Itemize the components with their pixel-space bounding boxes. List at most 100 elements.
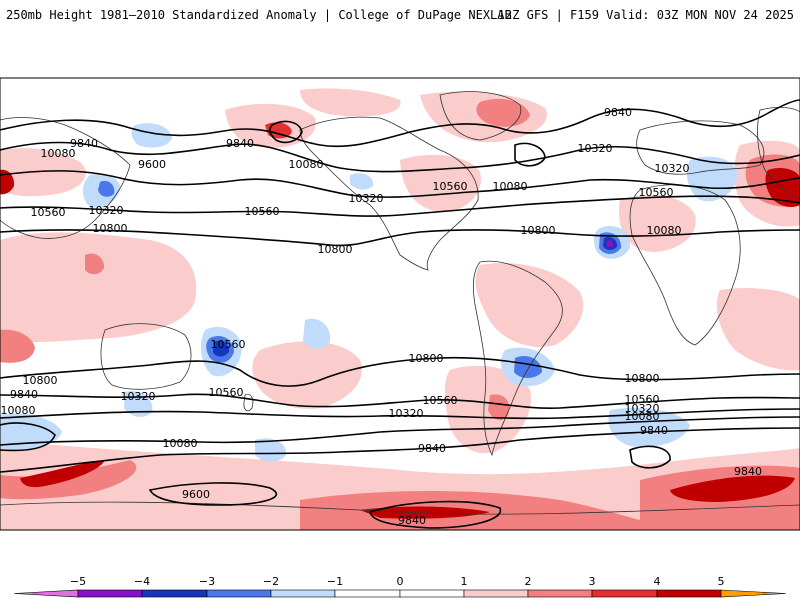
contour-label: 10320 xyxy=(89,204,124,217)
anomaly-area xyxy=(255,438,287,462)
coastline-africa xyxy=(629,184,741,346)
anomaly-shading xyxy=(0,88,800,530)
contour-label: 10800 xyxy=(23,374,58,387)
colorbar-swatch xyxy=(77,589,143,598)
contour-line xyxy=(514,142,546,167)
contour-labels: 9840 10080 9600 10560 10320 10800 9840 1… xyxy=(1,106,763,527)
colorbar-swatch xyxy=(141,589,208,598)
colorbar-swatch xyxy=(206,589,272,598)
colorbar-swatch xyxy=(591,589,658,598)
contour-label: 10080 xyxy=(41,147,76,160)
model-run-info: 12Z GFS | F159 Valid: 03Z MON NOV 24 202… xyxy=(497,8,794,22)
contour-line xyxy=(0,408,800,420)
anomaly-area xyxy=(213,340,230,357)
contour-line xyxy=(0,170,800,198)
contour-label: 10560 xyxy=(639,186,674,199)
contour-label: 10320 xyxy=(121,390,156,403)
contour-label: 10320 xyxy=(349,192,384,205)
colorbar-tick-label: 5 xyxy=(718,575,725,588)
coastline-greenland xyxy=(439,91,522,141)
contour-label: 9600 xyxy=(138,158,166,171)
contour-label: 10080 xyxy=(647,224,682,237)
contour-label: 9840 xyxy=(734,465,762,478)
contour-label: 10080 xyxy=(625,410,660,423)
contour-line xyxy=(0,393,800,410)
contour-line xyxy=(269,120,303,144)
contour-label: 10560 xyxy=(625,393,660,406)
colorbar: −5 −4 −3 −2 −1 0 1 2 3 4 5 xyxy=(13,575,787,598)
colorbar-tick-label: 2 xyxy=(525,575,532,588)
contour-line xyxy=(0,195,800,217)
contour-label: 10560 xyxy=(31,206,66,219)
colorbar-tick-label: −3 xyxy=(199,575,215,588)
contour-label: 9840 xyxy=(70,137,98,150)
coastlines xyxy=(0,91,800,515)
colorbar-swatches xyxy=(13,589,787,598)
anomaly-area xyxy=(475,263,584,347)
map-title: 250mb Height 1981–2010 Standardized Anom… xyxy=(6,8,512,22)
height-contours xyxy=(0,99,800,529)
colorbar-tick-label: 4 xyxy=(654,575,661,588)
colorbar-tick-label: −1 xyxy=(327,575,343,588)
anomaly-area xyxy=(0,169,15,195)
contour-label: 10320 xyxy=(625,402,660,415)
contour-label: 10800 xyxy=(318,243,353,256)
coastline-antarctica xyxy=(0,501,800,515)
contour-line xyxy=(0,99,800,148)
anomaly-area xyxy=(606,240,614,248)
coastline-north-america xyxy=(299,116,479,271)
colorbar-arrow-min xyxy=(13,589,79,598)
contour-label: 10080 xyxy=(289,158,324,171)
contour-label: 9840 xyxy=(226,137,254,150)
anomaly-area xyxy=(514,355,542,378)
map-header: 250mb Height 1981–2010 Standardized Anom… xyxy=(0,0,800,30)
anomaly-area xyxy=(131,123,172,148)
anomaly-area xyxy=(0,232,197,343)
contour-line xyxy=(0,422,56,452)
coastline-asia xyxy=(0,106,800,239)
colorbar-swatch xyxy=(334,589,401,598)
contour-label: 10560 xyxy=(211,338,246,351)
anomaly-area xyxy=(444,365,531,454)
contour-label: 10800 xyxy=(521,224,556,237)
coastline-new-zealand xyxy=(243,393,254,412)
anomaly-map: 9840 10080 9600 10560 10320 10800 9840 1… xyxy=(0,77,800,531)
anomaly-area xyxy=(608,407,690,448)
anomaly-area xyxy=(619,195,696,252)
colorbar-swatch xyxy=(463,589,529,598)
colorbar-tick-label: −4 xyxy=(134,575,150,588)
contour-line xyxy=(0,416,800,446)
contour-label: 10320 xyxy=(389,407,424,420)
colorbar-tick-label: −2 xyxy=(263,575,279,588)
anomaly-area xyxy=(400,154,481,212)
contour-label: 9840 xyxy=(398,514,426,527)
anomaly-area xyxy=(0,329,35,363)
anomaly-area xyxy=(85,253,105,275)
contour-label: 10560 xyxy=(423,394,458,407)
contour-label: 10080 xyxy=(1,404,36,417)
contour-label: 10800 xyxy=(93,222,128,235)
coastline-europe xyxy=(636,120,765,175)
colorbar-tick-label: 3 xyxy=(589,575,596,588)
anomaly-area xyxy=(303,318,331,349)
contour-label: 9840 xyxy=(10,388,38,401)
anomaly-area xyxy=(20,460,105,488)
anomaly-area xyxy=(300,88,401,117)
anomaly-area xyxy=(360,506,490,519)
contour-label: 10560 xyxy=(245,205,280,218)
contour-label: 10800 xyxy=(409,352,444,365)
colorbar-swatch xyxy=(270,589,336,598)
contour-label: 9840 xyxy=(640,424,668,437)
anomaly-area xyxy=(252,341,362,409)
contour-label: 10080 xyxy=(493,180,528,193)
anomaly-area xyxy=(670,475,795,502)
contour-line xyxy=(0,427,800,473)
anomaly-area xyxy=(0,148,86,197)
contour-label: 10560 xyxy=(209,386,244,399)
colorbar-tick-label: 1 xyxy=(461,575,468,588)
contour-line xyxy=(0,229,800,247)
contour-label: 10320 xyxy=(655,162,690,175)
contour-line xyxy=(369,500,502,529)
anomaly-area xyxy=(0,440,800,530)
colorbar-swatch xyxy=(656,589,722,598)
